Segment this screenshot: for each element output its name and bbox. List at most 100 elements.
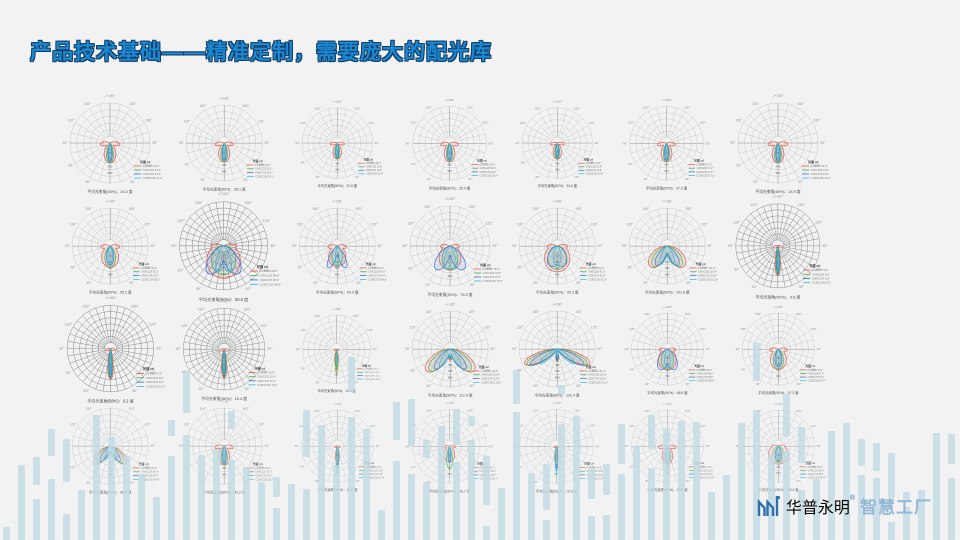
svg-text:30°: 30°: [425, 283, 431, 287]
beam-curve-cyan: [665, 445, 669, 463]
logo-name: 华普永明®: [785, 495, 855, 517]
svg-text:120°: 120°: [299, 424, 306, 428]
svg-text:C45/C225 96.4°: C45/C225 96.4°: [141, 471, 159, 474]
svg-text:C90/C270 68.9°: C90/C270 68.9°: [696, 377, 713, 379]
svg-text:60°: 60°: [518, 265, 524, 269]
svg-text:C0/C180 76.5°: C0/C180 76.5°: [483, 267, 500, 271]
svg-text:光强 cd: 光强 cd: [694, 262, 705, 266]
svg-text:C0/C180 22.8°: C0/C180 22.8°: [366, 163, 381, 165]
ring-value-labels: 150 300 450 600: [776, 454, 781, 475]
angle-labels: 30° 30° 60° 60° 90° 90° 120° 120° 150° 150° -/+180…: [292, 199, 383, 285]
svg-text:150: 150: [108, 253, 113, 257]
svg-text:C135/C315 96.4°: C135/C315 96.4°: [141, 478, 160, 481]
svg-text:300: 300: [335, 260, 340, 264]
svg-text:-/+180°: -/+180°: [662, 305, 673, 309]
svg-text:120°: 120°: [369, 424, 376, 428]
svg-text:300: 300: [448, 261, 453, 265]
svg-text:C90/C270 23.6°: C90/C270 23.6°: [586, 170, 602, 172]
svg-text:C90/C270 22.8°: C90/C270 22.8°: [366, 170, 382, 172]
svg-text:C45/C225 23.6°: C45/C225 23.6°: [586, 167, 602, 169]
svg-text:90°: 90°: [264, 444, 270, 448]
svg-text:C45/C225 64.0°: C45/C225 64.0°: [368, 271, 386, 274]
svg-text:30°: 30°: [469, 384, 475, 388]
svg-text:30°: 30°: [129, 281, 135, 285]
svg-text:150: 150: [222, 453, 227, 457]
svg-text:-/+180°: -/+180°: [332, 100, 343, 104]
svg-text:150°: 150°: [85, 207, 92, 211]
beam-curves: [434, 244, 466, 271]
beam-curve-blue: [656, 348, 678, 370]
beam-curves: [333, 348, 341, 375]
polar-photometric-chart: 30° 30° 60° 60° 90° 90° 120° 120° 150° 150° -/+180…: [512, 199, 607, 294]
beam-curves: [657, 141, 677, 162]
svg-text:30°: 30°: [470, 283, 476, 287]
svg-text:C135/C315 131.4°: C135/C315 131.4°: [588, 381, 608, 384]
svg-text:450: 450: [776, 466, 781, 469]
svg-text:120°: 120°: [810, 424, 817, 428]
svg-text:C45/C225 92.3°: C45/C225 92.3°: [588, 271, 606, 274]
svg-text:光强 cd: 光强 cd: [141, 367, 153, 372]
svg-text:600: 600: [448, 472, 453, 476]
beam-curve-red: [438, 244, 462, 271]
chart-caption: 平均光束角(50%)：33.5 度: [647, 487, 688, 492]
svg-text:600: 600: [222, 169, 227, 173]
svg-text:90°: 90°: [150, 444, 156, 448]
svg-text:C0/C180 33.5°: C0/C180 33.5°: [696, 467, 711, 469]
svg-text:光强 cd: 光强 cd: [584, 365, 595, 369]
beam-curves: [100, 244, 120, 268]
svg-text:450: 450: [108, 466, 113, 470]
svg-text:C0/C180 96.4°: C0/C180 96.4°: [141, 467, 157, 470]
svg-text:120°: 120°: [485, 222, 493, 226]
polar-photometric-chart: 30° 30° 60° 60° 90° 90° 120° 120° 150° 150° -/+180…: [402, 197, 502, 297]
svg-text:30°: 30°: [316, 380, 320, 384]
svg-text:90°: 90°: [65, 444, 71, 448]
svg-text:450: 450: [555, 369, 560, 373]
svg-text:60°: 60°: [486, 267, 492, 271]
polar-grid: [411, 310, 489, 388]
svg-text:120°: 120°: [263, 219, 271, 223]
svg-text:150°: 150°: [84, 102, 92, 106]
chart-caption: 平均光束角(50%)：26.1 度: [203, 187, 246, 192]
svg-text:30°: 30°: [576, 384, 582, 388]
svg-text:120°: 120°: [629, 327, 636, 331]
polar-photometric-chart: 30° 30° 60° 60° 90° 90° 120° 120° 150° 150° -/+180…: [735, 305, 825, 395]
chart-caption: 平均光束角(50%)：55.2 度: [89, 290, 132, 295]
svg-text:C90/C270 57.3°: C90/C270 57.3°: [807, 377, 824, 379]
svg-text:30°: 30°: [685, 177, 690, 181]
svg-text:30°: 30°: [129, 481, 135, 485]
svg-text:90°: 90°: [264, 141, 270, 145]
svg-text:90°: 90°: [406, 444, 411, 448]
svg-text:30°: 30°: [644, 479, 649, 483]
beam-curve-blue: [433, 348, 467, 370]
svg-text:90°: 90°: [735, 444, 740, 448]
svg-text:90°: 90°: [512, 244, 518, 248]
svg-text:光强 cd: 光强 cd: [477, 365, 488, 369]
beam-curve-blue: [546, 245, 568, 267]
svg-text:450: 450: [776, 164, 781, 168]
svg-text:光强 cd: 光强 cd: [362, 158, 372, 162]
chart-caption: 平均光束角(50%)：11.8 度: [317, 487, 358, 492]
svg-text:120°: 120°: [740, 327, 747, 331]
polar-photometric-chart: 30° 30° 60° 60° 90° 90° 120° 120° 150° 150° -/+180…: [172, 192, 282, 302]
svg-text:120°: 120°: [520, 121, 527, 125]
polar-grid: [69, 102, 151, 184]
polar-photometric-chart: 30° 30° 60° 60° 90° 90° 120° 120° 150° 150° -/+180…: [515, 100, 603, 188]
svg-text:C90/C270 11.8°: C90/C270 11.8°: [366, 474, 382, 476]
svg-text:150°: 150°: [643, 105, 650, 109]
svg-text:60°: 60°: [300, 161, 305, 165]
svg-text:C45/C225 24.9°: C45/C225 24.9°: [811, 168, 830, 172]
svg-text:-/+180°: -/+180°: [662, 199, 673, 203]
svg-text:90°: 90°: [707, 244, 713, 248]
svg-text:C135/C315 11.8°: C135/C315 11.8°: [366, 477, 384, 479]
svg-text:30°: 30°: [200, 481, 206, 485]
svg-text:-/+180°: -/+180°: [772, 94, 784, 98]
svg-text:C45/C225 10.4°: C45/C225 10.4°: [257, 375, 276, 379]
svg-text:30°: 30°: [468, 177, 473, 181]
svg-text:C0/C180 92.3°: C0/C180 92.3°: [588, 267, 604, 270]
